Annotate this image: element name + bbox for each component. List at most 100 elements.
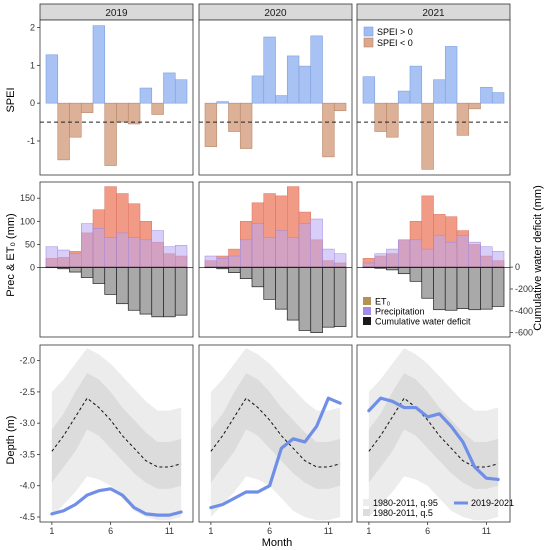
legend-swatch-precipitation <box>363 307 371 315</box>
spei-panel-2021 <box>356 19 511 176</box>
precipitation-bar <box>398 239 411 268</box>
deficit-bar <box>239 266 253 279</box>
labels: SPEI Prec & ET₀ (mm) Cumulative water de… <box>5 87 544 549</box>
precipitation-bar <box>251 223 264 268</box>
depth-panel-2019: 1 6 11 <box>39 344 194 536</box>
panel-border <box>356 344 511 523</box>
depth-line-2021 <box>367 396 500 482</box>
legend-label-deficit: Cumulative water deficit <box>375 317 471 327</box>
deficit-bar <box>433 266 446 311</box>
y-tick-label-right: 0 <box>515 262 520 272</box>
y-tick-label: 100 <box>20 216 35 226</box>
precipitation-bar <box>116 232 129 268</box>
precipitation-bar <box>81 223 94 268</box>
y-axis-label-spei: SPEI <box>5 87 17 112</box>
precipitation-bar <box>445 241 458 268</box>
precipitation-bar <box>322 248 335 268</box>
deficit-bar <box>286 266 300 321</box>
spei-bar-positive <box>409 65 423 104</box>
deficit-bar <box>139 266 153 315</box>
precipitation-bar <box>480 246 493 268</box>
legend-label-q5: 1980-2011, q.5 <box>373 508 433 518</box>
x-tick-label: 1 <box>49 526 54 536</box>
spei-bar-negative <box>116 102 129 123</box>
spei-bar-positive <box>480 86 493 104</box>
x-tick-label: 6 <box>108 526 113 536</box>
precipitation-bar <box>163 246 176 268</box>
legend-swatch-spei-negative <box>363 37 374 48</box>
median-line <box>210 397 341 468</box>
spei-bar-positive <box>433 79 446 104</box>
spei-panel-2019 <box>39 19 194 176</box>
deficit-bar <box>322 266 335 328</box>
legend-swatch-spei-positive <box>363 26 374 37</box>
y-tick-label: -4.5 <box>19 512 35 522</box>
spei-bar-negative <box>468 102 481 110</box>
y-tick-label: 0 <box>30 98 35 108</box>
spei-bar-positive <box>174 79 188 104</box>
spei-bar-negative <box>239 102 253 149</box>
spei-bar-negative <box>57 102 70 161</box>
precipitation-bar <box>92 228 105 268</box>
spei-bar-negative <box>374 102 387 132</box>
band-q5 <box>368 373 499 489</box>
depth-panel-2020: 1 6 11 <box>198 344 353 536</box>
spei-bar-negative <box>456 102 470 136</box>
depth-line-2020 <box>209 396 342 510</box>
panel-border <box>356 19 511 176</box>
x-tick-label: 11 <box>324 526 333 536</box>
precipitation-bar <box>128 237 141 268</box>
precipitation-bar <box>216 258 229 268</box>
spei-bar-negative <box>228 102 241 132</box>
spei-bar-positive <box>298 65 312 104</box>
precipitation-bar <box>45 246 58 268</box>
water-panel-2019 <box>39 181 194 338</box>
deficit-bar <box>275 266 288 310</box>
panel-border <box>198 19 353 176</box>
precipitation-bar <box>57 249 70 268</box>
band-q5 <box>51 373 182 489</box>
deficit-bar <box>456 266 470 309</box>
deficit-bar <box>409 266 423 282</box>
spei-bar-negative <box>69 102 82 138</box>
deficit-bar <box>397 266 411 275</box>
x-axis-label: Month <box>262 537 293 549</box>
spei-bar-positive <box>275 95 288 104</box>
precipitation-bar <box>468 241 481 268</box>
panel-border <box>39 344 194 523</box>
legend-swatch-q5 <box>363 509 370 516</box>
legend-label-2019-2021: 2019-2021 <box>471 498 514 508</box>
y-tick-label: -3.5 <box>19 449 35 459</box>
y-tick-label: 150 <box>20 193 35 203</box>
precipitation-bar <box>287 237 300 268</box>
panel-border <box>39 19 194 176</box>
spei-bar-negative <box>104 102 117 166</box>
deficit-bar <box>310 266 323 333</box>
median-line <box>51 397 182 468</box>
precipitation-bar <box>175 245 188 268</box>
depth-panel-2021: 1 6 11 <box>356 344 511 536</box>
precipitation-bar <box>263 237 276 268</box>
precipitation-bar <box>151 230 164 268</box>
spei-bar-positive <box>491 92 505 104</box>
deficit-bar <box>298 266 312 331</box>
precipitation-bar <box>421 248 434 268</box>
deficit-bar <box>491 266 505 307</box>
spei-bar-negative <box>127 102 141 125</box>
legend-label-et0: ET₀ <box>375 297 391 307</box>
deficit-bar <box>163 266 176 318</box>
y-tick-label: -3.0 <box>19 418 35 428</box>
deficit-bar <box>116 266 129 305</box>
precipitation-bar <box>374 253 387 268</box>
spei-bar-negative <box>421 102 434 170</box>
spei-bar-negative <box>386 102 399 138</box>
spei-bar-negative <box>322 102 335 158</box>
precipitation-bar <box>409 239 422 268</box>
deficit-bar <box>174 266 188 316</box>
deficit-bar <box>92 266 106 284</box>
